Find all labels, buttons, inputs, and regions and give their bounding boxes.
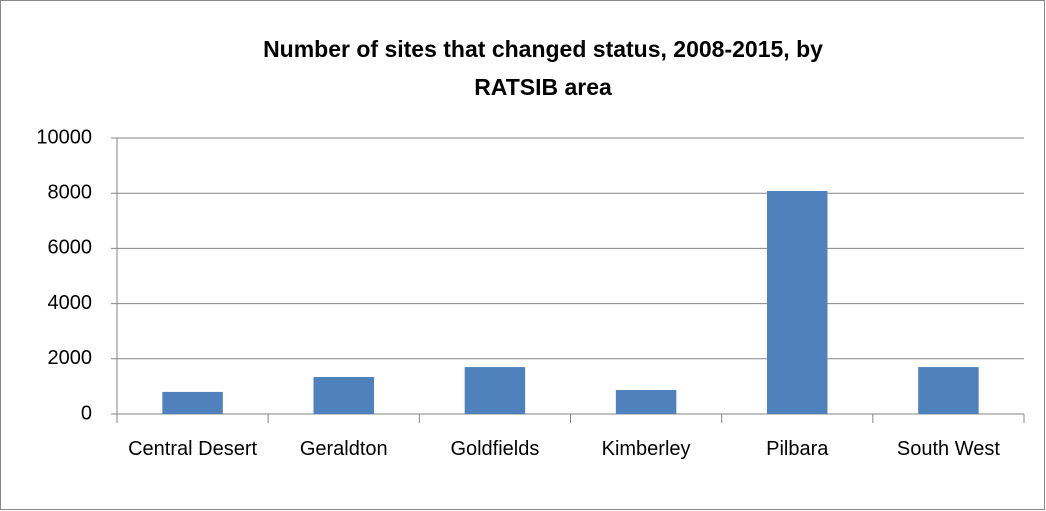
bar: [162, 391, 223, 414]
y-tick-label: 0: [81, 402, 92, 424]
x-tick-label: Geraldton: [299, 438, 388, 460]
bar: [767, 190, 828, 414]
y-tick-label: 2000: [48, 347, 93, 369]
x-tick-label: Central Desert: [128, 438, 258, 460]
x-tick-label: Pilbara: [766, 438, 829, 460]
chart-title-box: Number of sites that changed status, 200…: [113, 30, 973, 106]
y-tick-label: 6000: [48, 237, 93, 259]
x-tick-label: Goldfields: [450, 438, 540, 460]
bar: [615, 389, 677, 414]
bar: [464, 367, 526, 414]
y-tick-label: 10000: [36, 126, 92, 148]
bar: [918, 367, 979, 414]
x-tick-label: South West: [896, 438, 1000, 460]
chart-title: Number of sites that changed status, 200…: [263, 36, 823, 100]
x-tick-label: Kimberley: [601, 438, 691, 460]
y-tick-label: 8000: [48, 181, 93, 203]
y-tick-label: 4000: [48, 292, 93, 314]
bar: [313, 377, 374, 414]
